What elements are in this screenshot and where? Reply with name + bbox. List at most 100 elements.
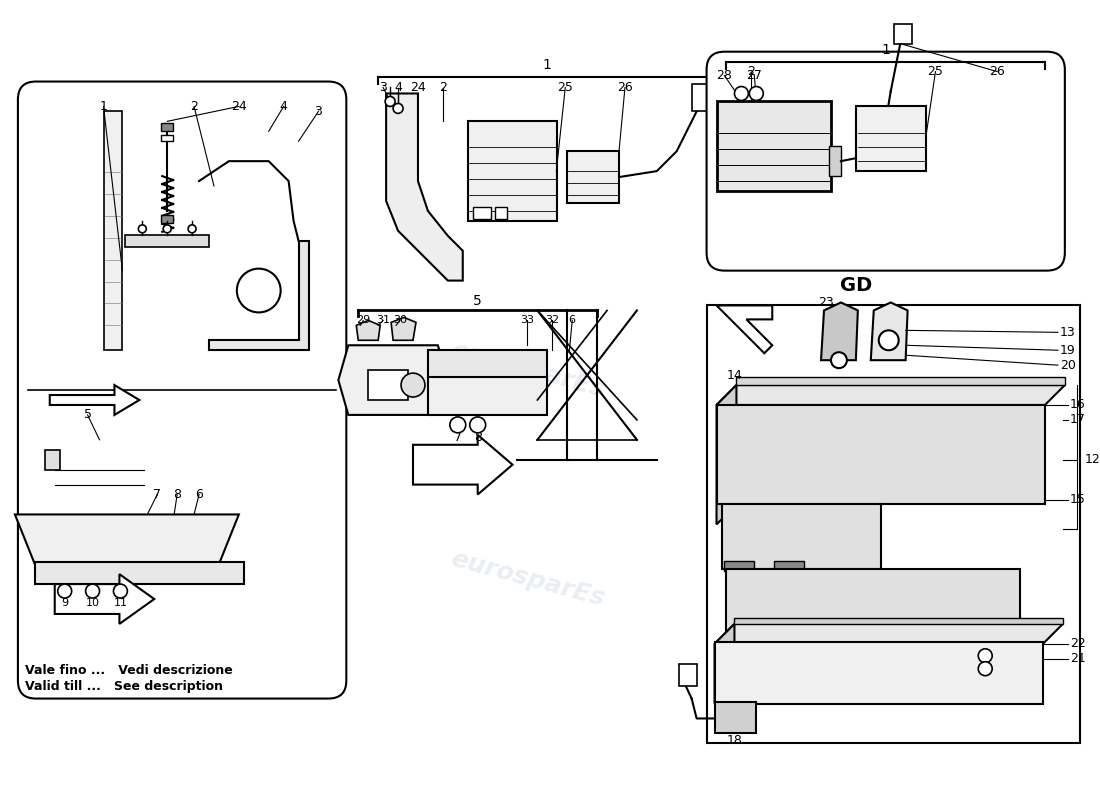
- Bar: [735, 618, 1063, 624]
- Bar: [829, 146, 840, 176]
- Text: 12: 12: [1085, 454, 1100, 466]
- Text: 16: 16: [1070, 398, 1086, 411]
- Text: 28: 28: [716, 69, 733, 82]
- Circle shape: [236, 269, 280, 313]
- Text: 19: 19: [1060, 344, 1076, 357]
- Text: 8: 8: [474, 431, 482, 444]
- Bar: [162, 215, 173, 223]
- Text: 4: 4: [394, 81, 402, 94]
- Bar: [568, 151, 619, 203]
- Text: 5: 5: [84, 409, 91, 422]
- Text: 27: 27: [747, 69, 762, 82]
- Circle shape: [163, 225, 172, 233]
- Bar: [893, 24, 912, 44]
- Polygon shape: [55, 574, 154, 624]
- Polygon shape: [356, 320, 381, 340]
- Text: 31: 31: [376, 315, 390, 326]
- Bar: [55, 440, 144, 514]
- Text: 18: 18: [726, 734, 742, 747]
- Polygon shape: [715, 624, 1063, 644]
- FancyBboxPatch shape: [706, 52, 1065, 270]
- Circle shape: [385, 97, 395, 106]
- Bar: [45, 450, 59, 470]
- Bar: [856, 106, 925, 171]
- Circle shape: [978, 662, 992, 676]
- Bar: [736, 377, 1065, 385]
- Circle shape: [139, 225, 146, 233]
- Text: 22: 22: [1070, 638, 1086, 650]
- Text: eurosparEs: eurosparEs: [95, 537, 254, 602]
- Bar: [777, 634, 816, 644]
- Text: 7: 7: [153, 488, 162, 501]
- Text: 9: 9: [62, 598, 68, 608]
- Polygon shape: [386, 94, 463, 281]
- Polygon shape: [871, 302, 908, 360]
- Text: 1: 1: [100, 100, 108, 113]
- Text: 30: 30: [393, 315, 407, 326]
- Text: 3: 3: [379, 81, 387, 94]
- Text: 25: 25: [558, 81, 573, 94]
- Text: 29: 29: [356, 315, 371, 326]
- Text: eurosparEs: eurosparEs: [796, 338, 955, 402]
- Circle shape: [879, 330, 899, 350]
- Bar: [726, 569, 1020, 639]
- Bar: [716, 405, 1045, 505]
- Bar: [125, 234, 209, 246]
- Bar: [368, 370, 408, 400]
- Text: eurosparEs: eurosparEs: [448, 547, 607, 611]
- Text: 14: 14: [727, 369, 742, 382]
- Bar: [162, 123, 173, 131]
- Circle shape: [113, 584, 128, 598]
- FancyBboxPatch shape: [18, 82, 346, 698]
- Bar: [35, 562, 244, 584]
- Circle shape: [57, 584, 72, 598]
- Polygon shape: [716, 306, 772, 354]
- Polygon shape: [339, 346, 448, 415]
- Bar: [706, 306, 1080, 743]
- Text: 32: 32: [546, 315, 560, 326]
- Polygon shape: [821, 302, 858, 360]
- Bar: [729, 634, 769, 644]
- Text: 6: 6: [569, 315, 575, 326]
- Polygon shape: [716, 385, 1065, 405]
- Bar: [725, 562, 755, 571]
- Text: 13: 13: [1060, 326, 1076, 339]
- Circle shape: [749, 86, 763, 101]
- Text: 2: 2: [747, 65, 756, 78]
- Bar: [679, 664, 696, 686]
- Circle shape: [402, 373, 425, 397]
- Text: 5: 5: [473, 294, 482, 309]
- Bar: [715, 642, 1043, 703]
- Text: eurosparEs: eurosparEs: [448, 338, 607, 402]
- Text: GD: GD: [839, 276, 872, 295]
- Bar: [716, 102, 830, 191]
- Circle shape: [470, 417, 485, 433]
- Bar: [473, 207, 491, 219]
- Text: 24: 24: [231, 100, 246, 113]
- Text: 24: 24: [410, 81, 426, 94]
- Polygon shape: [716, 385, 736, 524]
- Bar: [692, 83, 714, 111]
- Polygon shape: [50, 385, 140, 415]
- Text: eurosparEs: eurosparEs: [95, 338, 254, 402]
- Text: Valid till ...   See description: Valid till ... See description: [25, 680, 223, 693]
- Text: 26: 26: [989, 65, 1005, 78]
- Bar: [722, 505, 881, 569]
- Circle shape: [830, 352, 847, 368]
- Text: 1: 1: [881, 42, 890, 57]
- Text: 33: 33: [520, 315, 535, 326]
- Text: 11: 11: [113, 598, 128, 608]
- Circle shape: [735, 86, 748, 101]
- Text: 23: 23: [818, 296, 834, 309]
- Text: 10: 10: [86, 598, 100, 608]
- Text: 2: 2: [190, 100, 198, 113]
- Polygon shape: [715, 624, 735, 703]
- Text: 4: 4: [279, 100, 287, 113]
- Bar: [104, 111, 122, 350]
- Text: Vale fino ...   Vedi descrizione: Vale fino ... Vedi descrizione: [25, 664, 232, 677]
- Text: eurosparEs: eurosparEs: [796, 537, 955, 602]
- Bar: [468, 122, 558, 221]
- Text: 25: 25: [927, 65, 944, 78]
- Text: 6: 6: [195, 488, 204, 501]
- Text: 3: 3: [315, 105, 322, 118]
